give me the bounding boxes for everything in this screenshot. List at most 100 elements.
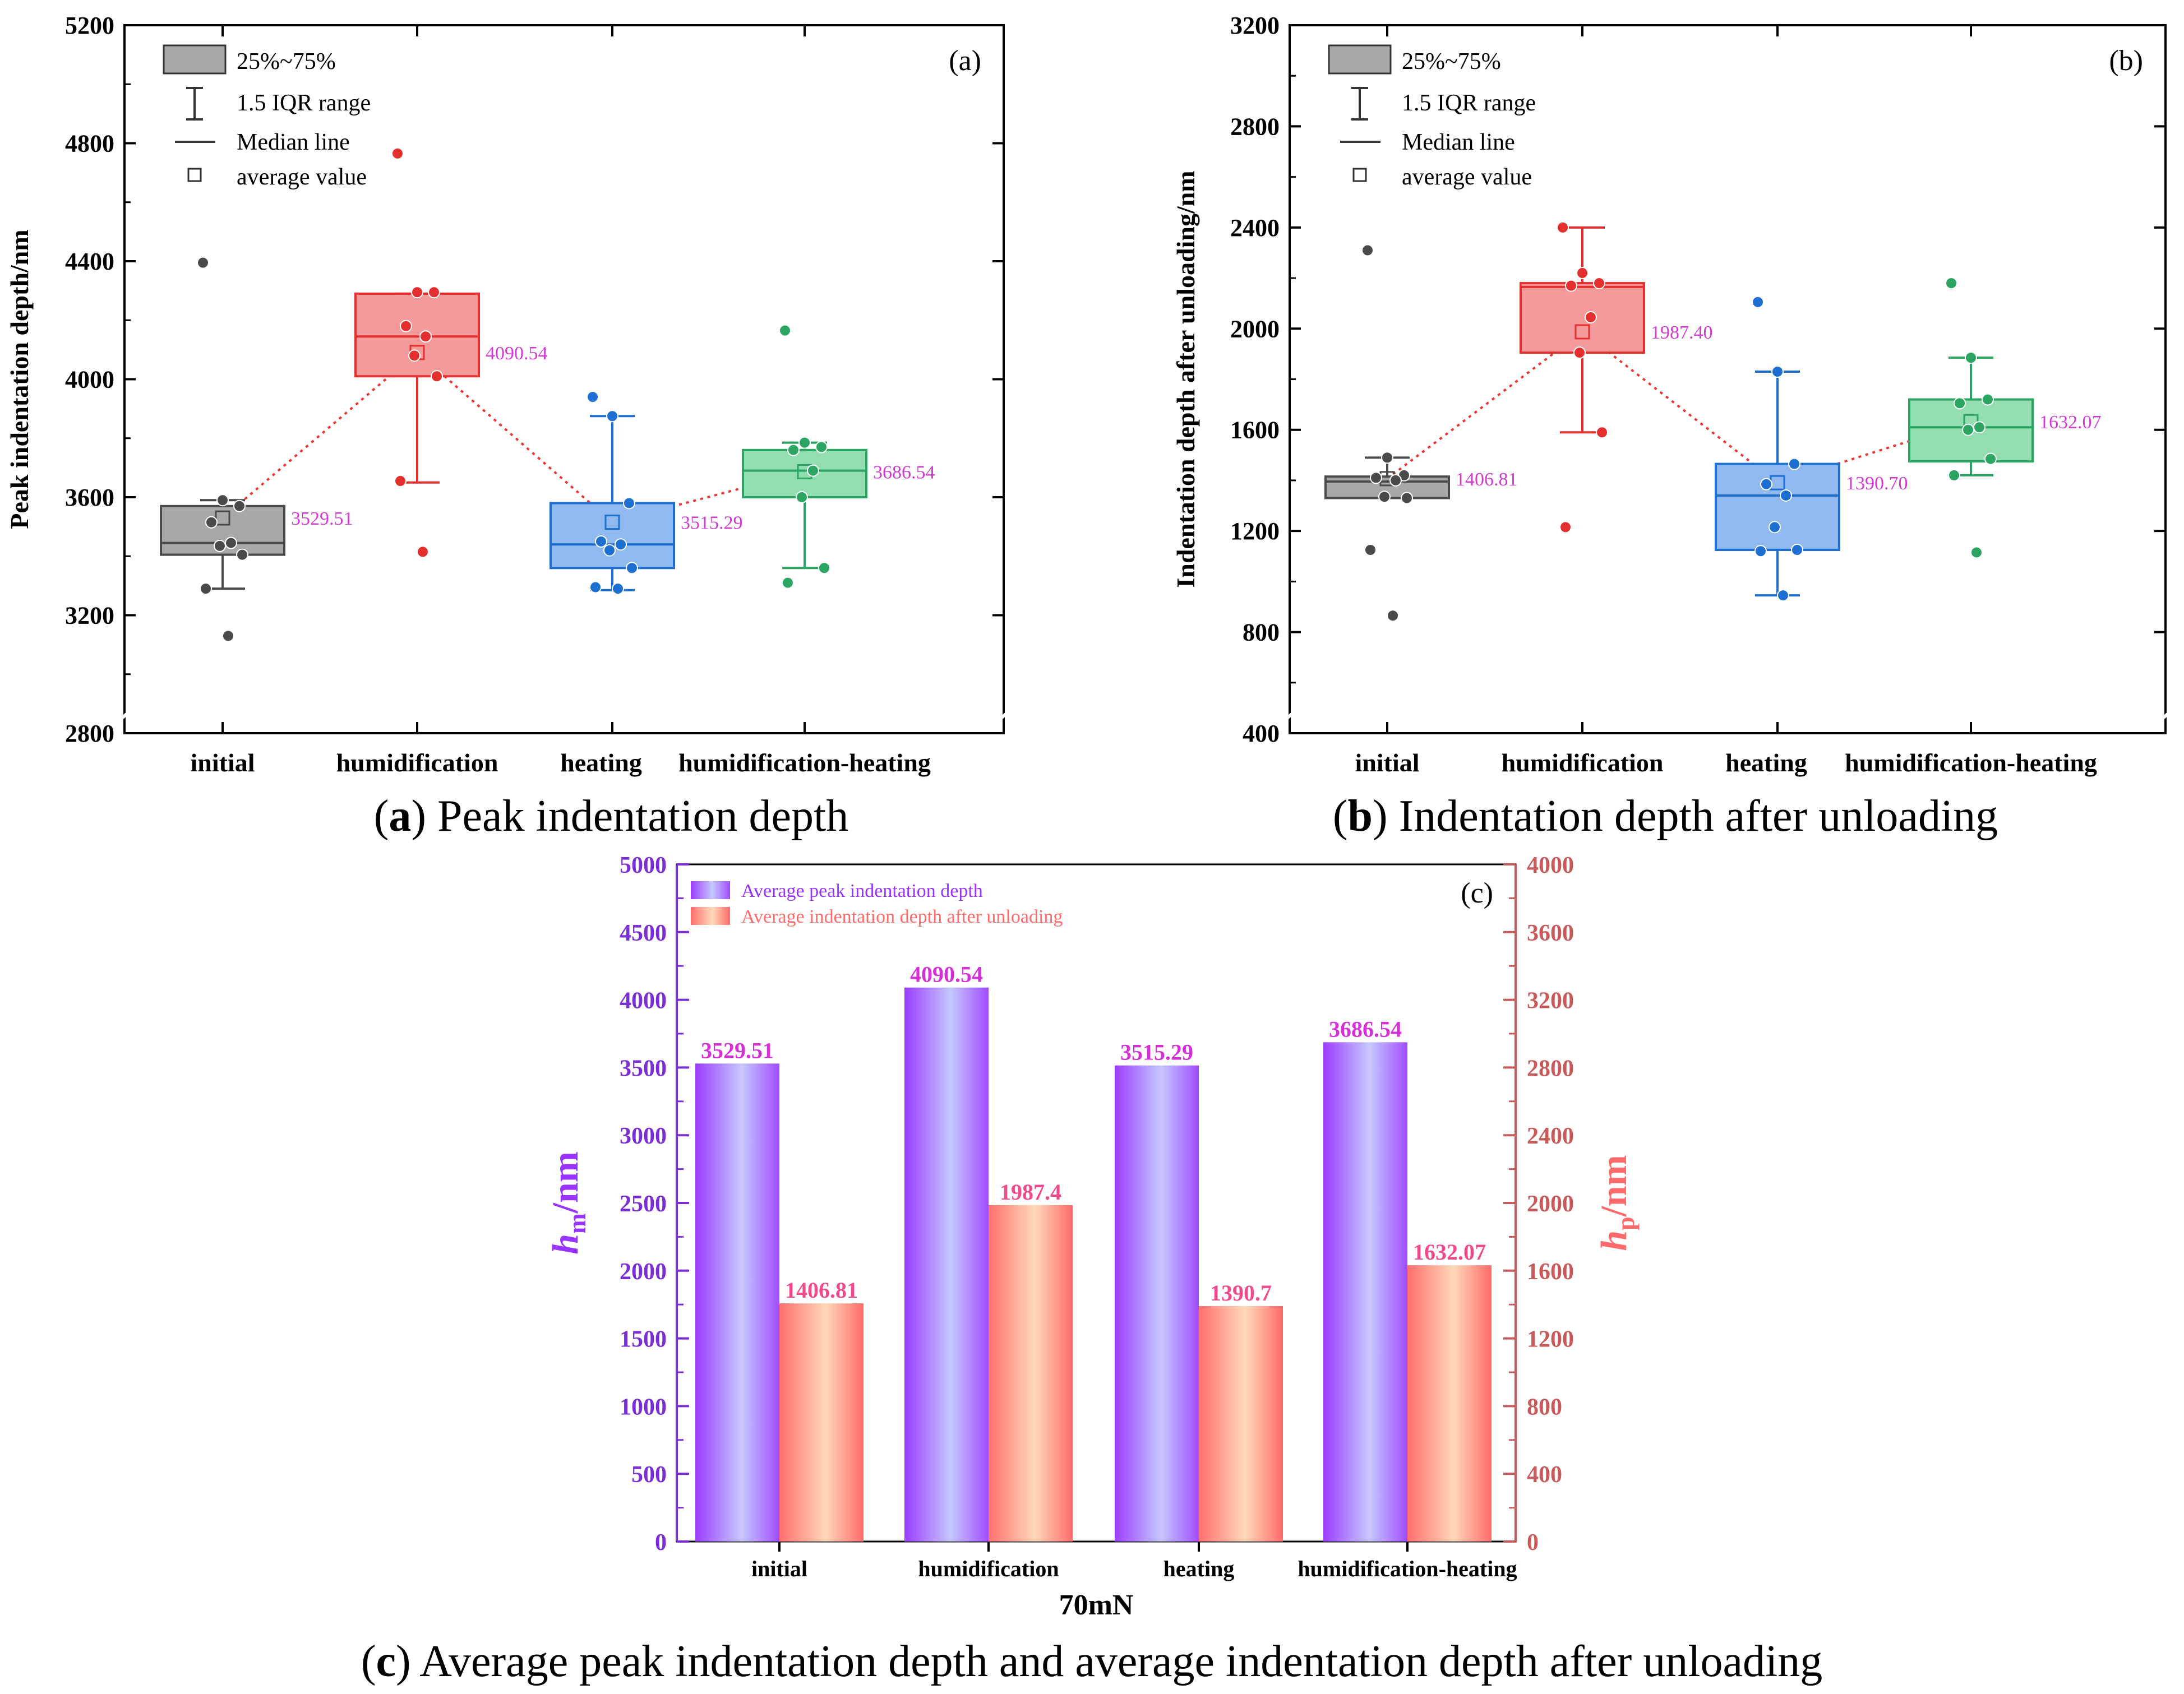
y-tick-label: 5200 <box>65 12 114 39</box>
data-point <box>1754 545 1767 558</box>
bar-unloading-depth-label: 1987.4 <box>1000 1179 1061 1205</box>
data-point <box>1381 451 1393 464</box>
data-point <box>1984 452 1997 465</box>
axis-break-left <box>121 712 128 719</box>
left-y-tick-label: 2000 <box>620 1259 667 1285</box>
data-point <box>1573 346 1586 359</box>
caption-a-text: Peak indentation depth <box>426 792 848 841</box>
data-point <box>798 436 811 449</box>
legend-label: 1.5 IQR range <box>1402 90 1536 116</box>
data-point <box>1954 397 1966 410</box>
legend-mean-icon <box>187 168 202 182</box>
caption-c: (c) Average peak indentation depth and a… <box>361 1637 1822 1686</box>
mean-value-label: 4090.54 <box>486 343 548 364</box>
y-tick-label: 2000 <box>1230 315 1280 342</box>
data-point <box>606 410 618 423</box>
y-tick-label: 1600 <box>1230 416 1280 444</box>
mean-marker <box>1574 324 1590 340</box>
legend-label: Median line <box>1402 129 1515 155</box>
data-point <box>1596 426 1608 439</box>
data-point <box>587 391 599 404</box>
left-y-tick-label: 3000 <box>620 1123 667 1149</box>
data-point <box>623 497 635 510</box>
legend-swatch-box <box>1328 44 1392 75</box>
left-y-tick-label: 2500 <box>620 1191 667 1217</box>
bar-unloading-depth <box>779 1303 864 1542</box>
data-point <box>1364 543 1377 556</box>
data-point <box>411 286 423 299</box>
data-point <box>1370 471 1382 484</box>
mean-value-label: 1390.70 <box>1846 473 1908 494</box>
data-point <box>1777 589 1789 602</box>
caption-b: (b) Indentation depth after unloading <box>1333 792 1998 841</box>
legend: 25%~75% 1.5 IQR range Median line average v… <box>163 44 371 190</box>
data-point <box>1401 492 1413 505</box>
data-point <box>807 464 819 477</box>
x-tick-label: humidification-heating <box>1298 1556 1517 1581</box>
caption-b-letter: b <box>1347 792 1373 841</box>
left-y-axis-title-subscript: m <box>564 1213 591 1234</box>
data-point <box>595 535 607 548</box>
caption-a-letter: a <box>389 792 411 841</box>
y-tick-label: 400 <box>1243 720 1280 747</box>
data-point <box>1945 277 1957 290</box>
mean-value-label: 3515.29 <box>681 513 743 534</box>
data-point <box>1769 521 1781 534</box>
y-tick-label: 3600 <box>65 484 114 511</box>
legend: 25%~75% 1.5 IQR range Median line average v… <box>1328 44 1536 190</box>
panel-label: (b) <box>2109 45 2143 77</box>
data-point <box>1576 267 1589 280</box>
left-y-axis-title-symbol: h <box>545 1234 586 1255</box>
legend-swatch-peak <box>691 881 730 899</box>
panel-label: (a) <box>949 45 981 77</box>
right-y-tick-label: 2400 <box>1527 1123 1574 1149</box>
right-y-tick-label: 400 <box>1527 1462 1562 1488</box>
data-point <box>1389 474 1402 487</box>
x-tick-label: humidification <box>1502 748 1664 777</box>
legend-swatch-unloading <box>691 907 730 925</box>
data-point <box>1593 277 1605 290</box>
data-point <box>1973 421 1986 434</box>
bar-peak-depth-label: 3686.54 <box>1329 1016 1402 1042</box>
y-axis-title: Indentation depth after unloading/nm <box>1171 170 1200 587</box>
legend-swatch-box <box>163 44 227 75</box>
x-tick-label: heating <box>1163 1556 1235 1581</box>
panel-a-box-chart: 2800 3200 3600 4000 4400 4800 5200 Peak indenta… <box>5 12 1007 777</box>
left-y-tick-label: 4500 <box>620 920 667 946</box>
mean-trend-line <box>221 351 805 524</box>
data-point <box>428 286 440 299</box>
mean-value-label: 1632.07 <box>2039 412 2102 433</box>
y-tick-label: 3200 <box>1230 12 1280 39</box>
data-point <box>1387 609 1399 622</box>
data-point <box>1948 469 1960 482</box>
bar-peak-depth-label: 3515.29 <box>1120 1040 1193 1065</box>
x-tick-label: humidification-heating <box>1845 748 2097 777</box>
caption-c-letter: c <box>376 1637 396 1686</box>
right-y-tick-label: 800 <box>1527 1394 1562 1420</box>
axis-break-right <box>1000 712 1007 719</box>
legend-label: Median line <box>237 129 350 155</box>
data-point <box>1962 423 1974 436</box>
data-point <box>1970 546 1983 559</box>
mean-marker <box>215 510 230 526</box>
data-point <box>236 548 248 561</box>
caption-a: (a) Peak indentation depth <box>374 792 848 841</box>
data-point <box>214 539 226 552</box>
data-point <box>1780 489 1792 502</box>
data-point <box>417 545 429 558</box>
data-point <box>589 581 602 594</box>
y-tick-label: 4400 <box>65 248 114 275</box>
data-point <box>1378 490 1391 503</box>
data-point <box>1965 351 1977 364</box>
x-tick-label: initial <box>1355 748 1419 777</box>
iqr-box <box>1715 462 1840 551</box>
legend-label: 1.5 IQR range <box>237 90 371 116</box>
right-y-tick-label: 0 <box>1527 1530 1539 1556</box>
data-point <box>1752 295 1764 308</box>
right-y-axis-title-symbol: h <box>1594 1230 1634 1251</box>
right-y-axis-title-unit: /nm <box>1594 1155 1634 1217</box>
iqr-box <box>742 448 867 498</box>
data-point <box>796 491 808 503</box>
x-tick-label: initial <box>751 1556 807 1581</box>
data-point <box>1559 521 1572 534</box>
